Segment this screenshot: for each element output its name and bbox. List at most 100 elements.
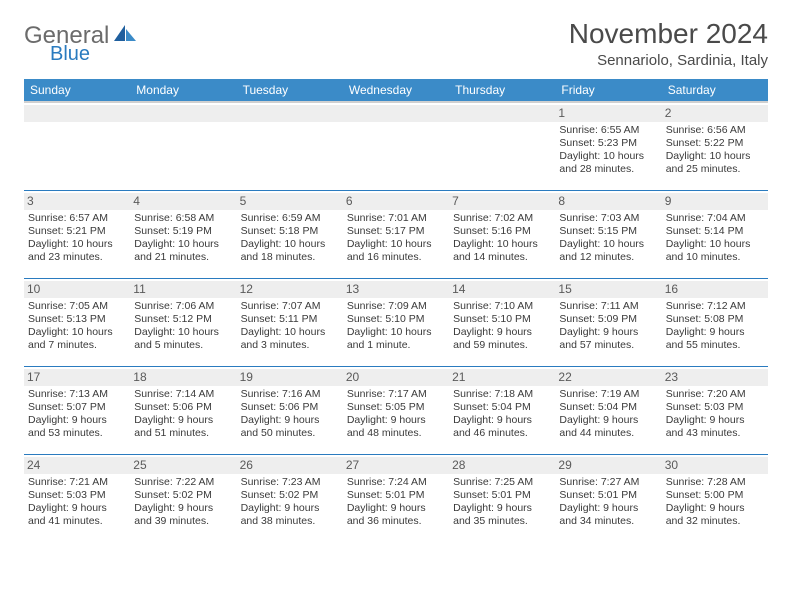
day-details: Sunrise: 7:18 AMSunset: 5:04 PMDaylight:… — [453, 388, 551, 441]
day-number: 2 — [662, 105, 768, 122]
calendar-cell — [237, 102, 343, 191]
day-number: 18 — [130, 369, 236, 386]
sunrise-line: Sunrise: 7:17 AM — [347, 388, 445, 401]
sunrise-line: Sunrise: 7:21 AM — [28, 476, 126, 489]
sunrise-line: Sunrise: 7:12 AM — [666, 300, 764, 313]
col-sunday: Sunday — [24, 79, 130, 102]
sunrise-line: Sunrise: 7:14 AM — [134, 388, 232, 401]
daylight-line: Daylight: 9 hours and 51 minutes. — [134, 414, 232, 440]
sunset-line: Sunset: 5:01 PM — [559, 489, 657, 502]
day-details: Sunrise: 7:05 AMSunset: 5:13 PMDaylight:… — [28, 300, 126, 353]
sunset-line: Sunset: 5:00 PM — [666, 489, 764, 502]
sunset-line: Sunset: 5:05 PM — [347, 401, 445, 414]
day-details: Sunrise: 7:10 AMSunset: 5:10 PMDaylight:… — [453, 300, 551, 353]
day-details: Sunrise: 6:55 AMSunset: 5:23 PMDaylight:… — [559, 124, 657, 177]
sunset-line: Sunset: 5:07 PM — [28, 401, 126, 414]
sunset-line: Sunset: 5:03 PM — [28, 489, 126, 502]
calendar-cell — [24, 102, 130, 191]
daylight-line: Daylight: 10 hours and 12 minutes. — [559, 238, 657, 264]
calendar-cell: 7Sunrise: 7:02 AMSunset: 5:16 PMDaylight… — [449, 191, 555, 279]
calendar-cell: 16Sunrise: 7:12 AMSunset: 5:08 PMDayligh… — [662, 279, 768, 367]
sunrise-line: Sunrise: 6:58 AM — [134, 212, 232, 225]
sunrise-line: Sunrise: 7:11 AM — [559, 300, 657, 313]
col-thursday: Thursday — [449, 79, 555, 102]
empty-day-strip — [237, 105, 343, 122]
sunset-line: Sunset: 5:17 PM — [347, 225, 445, 238]
sunset-line: Sunset: 5:10 PM — [347, 313, 445, 326]
page-title: November 2024 — [569, 18, 768, 50]
daylight-line: Daylight: 9 hours and 53 minutes. — [28, 414, 126, 440]
sunrise-line: Sunrise: 7:20 AM — [666, 388, 764, 401]
day-details: Sunrise: 6:56 AMSunset: 5:22 PMDaylight:… — [666, 124, 764, 177]
empty-day-strip — [343, 105, 449, 122]
day-number: 24 — [24, 457, 130, 474]
day-details: Sunrise: 7:03 AMSunset: 5:15 PMDaylight:… — [559, 212, 657, 265]
calendar-cell: 23 Sunrise: 7:20 AMSunset: 5:03 PMDayligh… — [662, 367, 768, 455]
calendar-cell: 14Sunrise: 7:10 AMSunset: 5:10 PMDayligh… — [449, 279, 555, 367]
calendar-cell: 25Sunrise: 7:22 AMSunset: 5:02 PMDayligh… — [130, 455, 236, 543]
sunset-line: Sunset: 5:23 PM — [559, 137, 657, 150]
sunrise-line: Sunrise: 7:28 AM — [666, 476, 764, 489]
daylight-line: Daylight: 10 hours and 16 minutes. — [347, 238, 445, 264]
day-number: 22 — [555, 369, 661, 386]
calendar-cell: 28Sunrise: 7:25 AMSunset: 5:01 PMDayligh… — [449, 455, 555, 543]
daylight-line: Daylight: 9 hours and 48 minutes. — [347, 414, 445, 440]
calendar-cell: 6Sunrise: 7:01 AMSunset: 5:17 PMDaylight… — [343, 191, 449, 279]
sunrise-line: Sunrise: 6:55 AM — [559, 124, 657, 137]
sunset-line: Sunset: 5:01 PM — [453, 489, 551, 502]
daylight-line: Daylight: 9 hours and 44 minutes. — [559, 414, 657, 440]
day-details: Sunrise: 7:02 AMSunset: 5:16 PMDaylight:… — [453, 212, 551, 265]
daylight-line: Daylight: 9 hours and 32 minutes. — [666, 502, 764, 528]
calendar-cell — [343, 102, 449, 191]
daylight-line: Daylight: 10 hours and 28 minutes. — [559, 150, 657, 176]
day-details: Sunrise: 7:20 AMSunset: 5:03 PMDaylight:… — [666, 388, 764, 441]
sunrise-line: Sunrise: 7:07 AM — [241, 300, 339, 313]
calendar-cell: 9Sunrise: 7:04 AMSunset: 5:14 PMDaylight… — [662, 191, 768, 279]
sunset-line: Sunset: 5:02 PM — [134, 489, 232, 502]
day-details: Sunrise: 7:28 AMSunset: 5:00 PMDaylight:… — [666, 476, 764, 529]
sunrise-line: Sunrise: 7:23 AM — [241, 476, 339, 489]
sunrise-line: Sunrise: 7:22 AM — [134, 476, 232, 489]
col-monday: Monday — [130, 79, 236, 102]
sunset-line: Sunset: 5:13 PM — [28, 313, 126, 326]
day-details: Sunrise: 7:11 AMSunset: 5:09 PMDaylight:… — [559, 300, 657, 353]
day-number: 4 — [130, 193, 236, 210]
calendar-cell: 30Sunrise: 7:28 AMSunset: 5:00 PMDayligh… — [662, 455, 768, 543]
daylight-line: Daylight: 9 hours and 57 minutes. — [559, 326, 657, 352]
day-number: 23 — [662, 369, 768, 386]
day-details: Sunrise: 7:16 AMSunset: 5:06 PMDaylight:… — [241, 388, 339, 441]
day-details: Sunrise: 7:07 AMSunset: 5:11 PMDaylight:… — [241, 300, 339, 353]
daylight-line: Daylight: 10 hours and 1 minute. — [347, 326, 445, 352]
calendar-week-row: 10 Sunrise: 7:05 AMSunset: 5:13 PMDayligh… — [24, 279, 768, 367]
day-details: Sunrise: 7:04 AMSunset: 5:14 PMDaylight:… — [666, 212, 764, 265]
calendar-cell: 13Sunrise: 7:09 AMSunset: 5:10 PMDayligh… — [343, 279, 449, 367]
calendar-cell: 18Sunrise: 7:14 AMSunset: 5:06 PMDayligh… — [130, 367, 236, 455]
sunrise-line: Sunrise: 7:16 AM — [241, 388, 339, 401]
empty-day-strip — [449, 105, 555, 122]
sunrise-line: Sunrise: 7:24 AM — [347, 476, 445, 489]
calendar-week-row: 3Sunrise: 6:57 AMSunset: 5:21 PMDaylight… — [24, 191, 768, 279]
sunset-line: Sunset: 5:08 PM — [666, 313, 764, 326]
day-number: 12 — [237, 281, 343, 298]
sunrise-line: Sunrise: 6:57 AM — [28, 212, 126, 225]
sunset-line: Sunset: 5:09 PM — [559, 313, 657, 326]
day-number: 11 — [130, 281, 236, 298]
calendar-header-row: Sunday Monday Tuesday Wednesday Thursday… — [24, 79, 768, 102]
day-number: 5 — [237, 193, 343, 210]
calendar-week-row: 1Sunrise: 6:55 AMSunset: 5:23 PMDaylight… — [24, 102, 768, 191]
sunset-line: Sunset: 5:01 PM — [347, 489, 445, 502]
col-wednesday: Wednesday — [343, 79, 449, 102]
calendar-table: Sunday Monday Tuesday Wednesday Thursday… — [24, 79, 768, 542]
day-details: Sunrise: 7:13 AMSunset: 5:07 PMDaylight:… — [28, 388, 126, 441]
sunrise-line: Sunrise: 6:59 AM — [241, 212, 339, 225]
daylight-line: Daylight: 10 hours and 18 minutes. — [241, 238, 339, 264]
day-number: 10 — [24, 281, 130, 298]
day-details: Sunrise: 7:22 AMSunset: 5:02 PMDaylight:… — [134, 476, 232, 529]
sunset-line: Sunset: 5:10 PM — [453, 313, 551, 326]
day-details: Sunrise: 7:23 AMSunset: 5:02 PMDaylight:… — [241, 476, 339, 529]
calendar-cell — [130, 102, 236, 191]
daylight-line: Daylight: 10 hours and 3 minutes. — [241, 326, 339, 352]
daylight-line: Daylight: 9 hours and 55 minutes. — [666, 326, 764, 352]
day-details: Sunrise: 7:12 AMSunset: 5:08 PMDaylight:… — [666, 300, 764, 353]
col-saturday: Saturday — [662, 79, 768, 102]
